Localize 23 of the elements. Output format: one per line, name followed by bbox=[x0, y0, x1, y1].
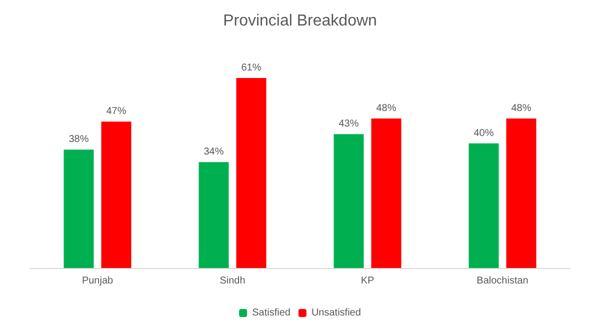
bar bbox=[371, 118, 402, 268]
data-label: 48% bbox=[376, 103, 396, 114]
x-tick-label: Punjab bbox=[82, 276, 114, 286]
bar bbox=[198, 162, 229, 268]
x-tick-label: Balochistan bbox=[476, 276, 528, 286]
bar bbox=[101, 122, 132, 268]
legend-label: Unsatisfied bbox=[311, 308, 361, 318]
data-label: 43% bbox=[338, 118, 359, 130]
data-label: 34% bbox=[204, 146, 224, 158]
data-label: 61% bbox=[241, 62, 262, 74]
data-label: 48% bbox=[511, 103, 532, 114]
bar bbox=[334, 134, 364, 268]
data-label: 38% bbox=[68, 134, 89, 146]
bar bbox=[506, 118, 536, 268]
data-label: 40% bbox=[474, 128, 494, 139]
bar bbox=[236, 78, 266, 268]
x-tick-label: KP bbox=[360, 276, 374, 286]
data-label: 47% bbox=[106, 106, 126, 118]
bar bbox=[64, 150, 94, 268]
legend-label: Satisfied bbox=[252, 308, 290, 318]
chart-title: Provincial Breakdown bbox=[223, 12, 377, 30]
x-tick-label: Sindh bbox=[220, 276, 246, 286]
bar bbox=[468, 143, 499, 268]
